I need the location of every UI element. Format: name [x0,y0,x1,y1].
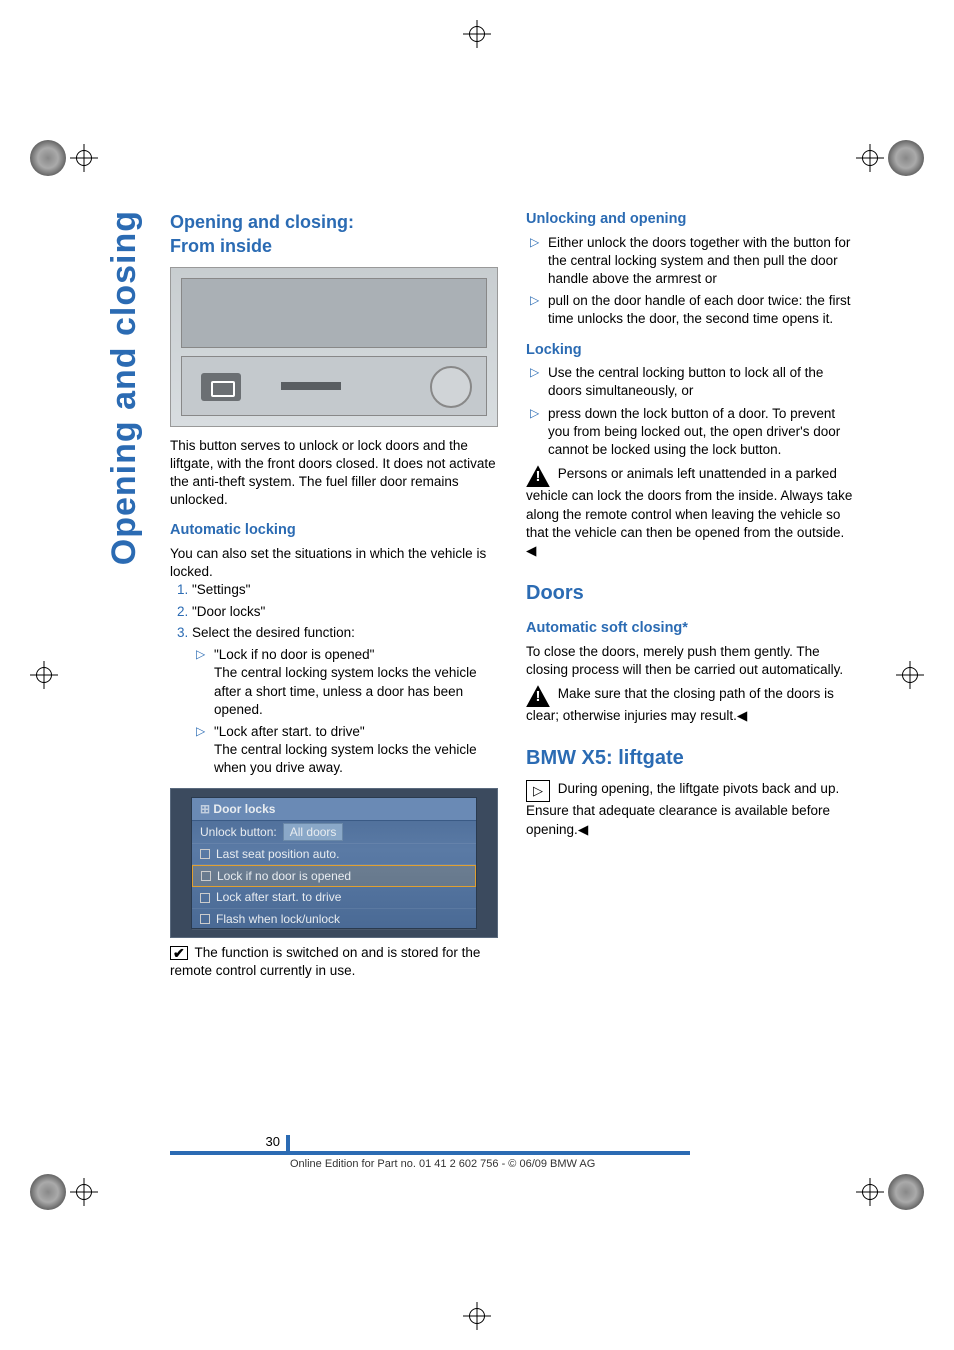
idrive-unlock-value: All doors [283,823,344,841]
step-2: "Door locks" [192,603,498,621]
idrive-row-lock-start: Lock after start. to drive [192,887,476,908]
crop-mark-br [856,1174,924,1210]
heading-automatic-locking: Automatic locking [170,521,498,541]
idrive-flash-text: Flash when lock/unlock [216,911,340,927]
idrive-screenshot: ⊞ Door locks Unlock button: All doors La… [170,788,498,938]
option-b-title: "Lock after start. to drive" [214,724,365,739]
option-a-title: "Lock if no door is opened" [214,647,374,662]
steps-list: "Settings" "Door locks" Select the desir… [170,581,498,777]
idrive-row-flash: Flash when lock/unlock [192,909,476,930]
step-1-text: "Settings" [192,582,250,597]
heading-doors: Doors [526,580,854,607]
unlock-list: Either unlock the doors together with th… [526,234,854,329]
liftgate-note: During opening, the liftgate pivots back… [526,780,854,838]
step-3-text: Select the desired function: [192,625,355,640]
crop-mark-bottom [463,1302,491,1330]
page-number: 30 [266,1134,280,1149]
lock-item-2: press down the lock button of a door. To… [530,405,854,460]
liftgate-text: During opening, the liftgate pivots back… [526,781,839,836]
idrive-row-unlock: Unlock button: All doors [192,821,476,844]
right-column: Unlocking and opening Either unlock the … [526,210,854,980]
lock-item-1: Use the central locking button to lock a… [530,364,854,400]
page-number-box: 30 [170,1133,690,1155]
lock-list: Use the central locking button to lock a… [526,364,854,459]
idrive-unlock-label: Unlock button: [200,824,277,840]
warning-closing-path: Make sure that the closing path of the d… [526,685,854,725]
idrive-title: Door locks [213,802,275,816]
heading-liftgate: BMW X5: liftgate [526,745,854,772]
stored-note: The function is switched on and is store… [170,944,498,980]
left-column: Opening and closing: From inside This bu… [170,210,498,980]
auto-lock-paragraph: You can also set the situations in which… [170,545,498,581]
lock-button-icon [201,373,241,401]
stored-text: The function is switched on and is store… [170,945,480,978]
warning-unattended: Persons or animals left unattended in a … [526,465,854,560]
heading-line2: From inside [170,236,272,256]
step-1: "Settings" [192,581,498,599]
step-2-text: "Door locks" [192,604,265,619]
idrive-seat-text: Last seat position auto. [216,846,339,862]
unlock-item-2: pull on the door handle of each door twi… [530,292,854,328]
heading-locking: Locking [526,341,854,361]
crop-mark-bl [30,1174,98,1210]
warning-closing-text: Make sure that the closing path of the d… [526,686,834,723]
heading-unlocking: Unlocking and opening [526,210,854,230]
intro-paragraph: This button serves to unlock or lock doo… [170,437,498,510]
heading-opening-closing: Opening and closing: From inside [170,210,498,259]
idrive-start-text: Lock after start. to drive [216,889,341,905]
footer-line: Online Edition for Part no. 01 41 2 602 … [290,1158,854,1170]
crop-mark-top [463,20,491,48]
idrive-row-seat: Last seat position auto. [192,844,476,865]
crop-mark-tr [856,140,924,176]
idrive-nodoor-text: Lock if no door is opened [217,868,351,884]
option-lock-no-door: "Lock if no door is opened" The central … [196,646,498,719]
note-icon [526,780,550,802]
crop-mark-tl [30,140,98,176]
crop-mark-right [896,661,924,689]
section-tab: Opening and closing [105,210,144,565]
page-content: Opening and closing Opening and closing:… [110,210,854,1160]
option-b-desc: The central locking system locks the veh… [214,742,477,775]
warning-icon [526,685,550,707]
option-a-desc: The central locking system locks the veh… [214,665,477,716]
warning-icon [526,465,550,487]
crop-mark-left [30,661,58,689]
heading-line1: Opening and closing: [170,212,354,232]
option-lock-after-start: "Lock after start. to drive" The central… [196,723,498,778]
soft-closing-text: To close the doors, merely push them gen… [526,643,854,679]
page-footer: 30 Online Edition for Part no. 01 41 2 6… [170,1133,854,1170]
idrive-row-lock-nodoor: Lock if no door is opened [192,865,476,887]
heading-soft-closing: Automatic soft closing* [526,619,854,639]
unlock-item-1: Either unlock the doors together with th… [530,234,854,289]
step-3: Select the desired function: "Lock if no… [192,624,498,778]
warning-unattended-text: Persons or animals left unattended in a … [526,466,852,539]
checkbox-icon [170,946,188,960]
step-3-options: "Lock if no door is opened" The central … [192,646,498,778]
dashboard-photo [170,267,498,427]
